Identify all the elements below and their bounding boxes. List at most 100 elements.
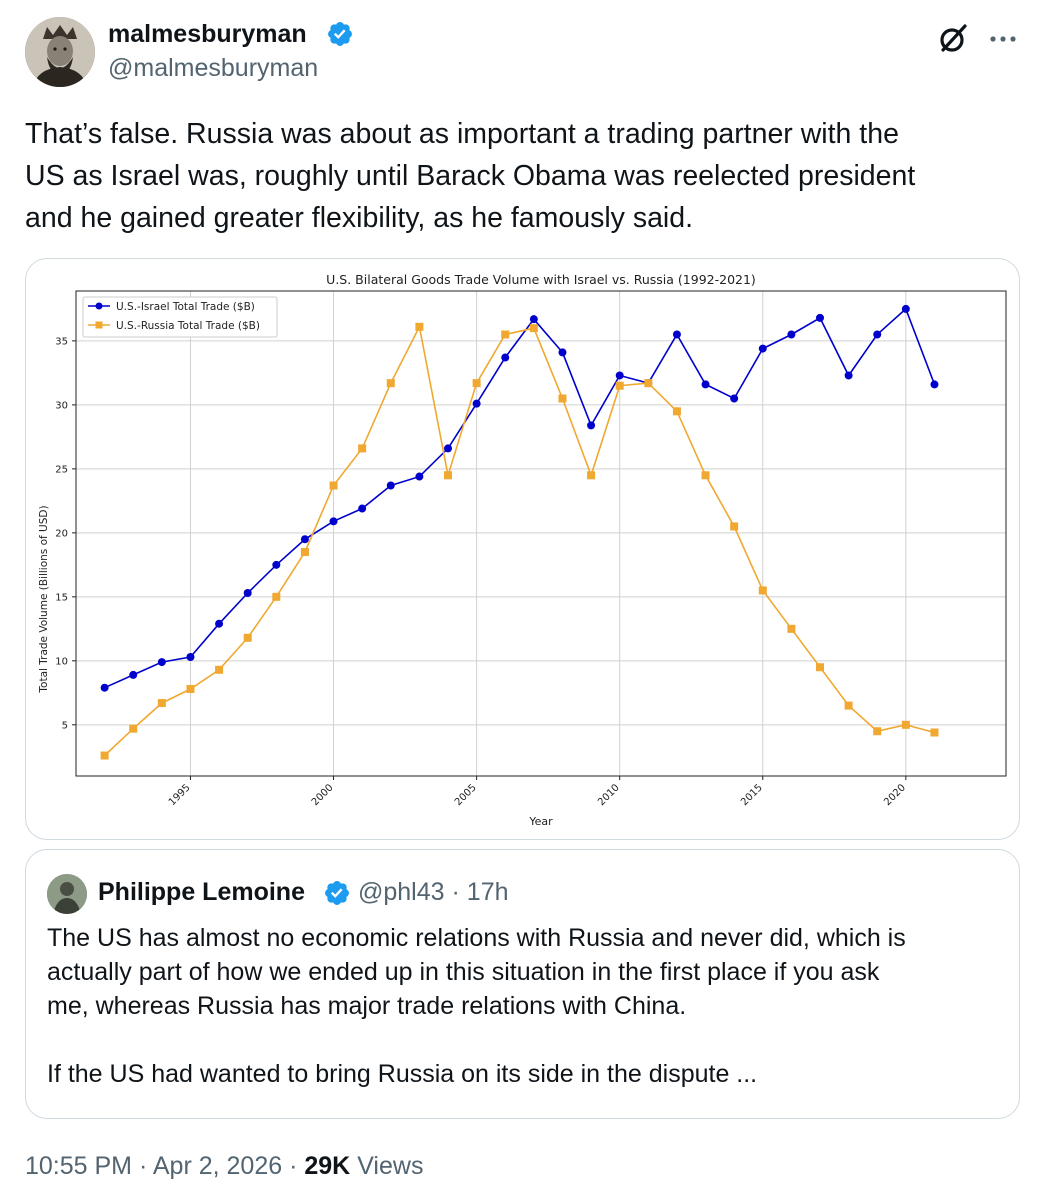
author-avatar[interactable] bbox=[25, 17, 95, 87]
y-tick-label: 25 bbox=[55, 464, 68, 475]
israel-data-point bbox=[873, 330, 882, 339]
israel-data-point bbox=[615, 371, 624, 380]
russia-data-point bbox=[186, 684, 195, 693]
views-label: Views bbox=[357, 1152, 424, 1180]
israel-data-point bbox=[444, 444, 452, 453]
russia-data-point bbox=[272, 592, 281, 601]
legend-israel-label: U.S.-Israel Total Trade ($B) bbox=[116, 301, 255, 313]
israel-data-point bbox=[386, 481, 395, 490]
post-date[interactable]: Apr 2, 2026 bbox=[152, 1152, 283, 1180]
russia-data-point bbox=[901, 720, 910, 729]
israel-data-point bbox=[730, 394, 739, 403]
russia-data-point bbox=[644, 379, 653, 388]
author-display-name[interactable]: malmesburyman bbox=[108, 20, 307, 48]
russia-data-point bbox=[701, 471, 710, 480]
chart-ticks: 5 10 15 20 25 30 35 1995 2000 2005 2010 2015 2020 bbox=[55, 336, 908, 808]
y-tick-label: 15 bbox=[55, 592, 68, 603]
israel-data-point bbox=[272, 560, 281, 569]
russia-data-point bbox=[129, 724, 138, 733]
chart-x-axis-label: Year bbox=[528, 815, 553, 828]
quoted-handle: @phl43 bbox=[358, 878, 445, 906]
russia-data-point bbox=[157, 699, 166, 708]
russia-data-point bbox=[787, 624, 796, 633]
trade-volume-chart: U.S. Bilateral Goods Trade Volume with I… bbox=[38, 272, 1007, 828]
legend-russia-marker bbox=[95, 321, 103, 329]
chart-legend: U.S.-Israel Total Trade ($B) U.S.-Russia… bbox=[82, 296, 278, 338]
x-tick-label: 2015 bbox=[739, 782, 765, 808]
israel-data-point bbox=[529, 315, 538, 324]
quoted-author-avatar bbox=[47, 874, 87, 914]
russia-data-point bbox=[587, 471, 596, 480]
quoted-author-name: Philippe Lemoine bbox=[98, 878, 305, 906]
more-options-icon[interactable] bbox=[986, 22, 1020, 56]
russia-data-point bbox=[873, 727, 882, 736]
russia-data-point bbox=[672, 407, 681, 416]
israel-data-point bbox=[672, 330, 681, 339]
israel-data-point bbox=[758, 344, 767, 353]
israel-data-point bbox=[329, 517, 338, 526]
israel-data-point bbox=[472, 399, 481, 408]
israel-data-point bbox=[186, 652, 195, 661]
tweet-text: That’s false. Russia was about as import… bbox=[25, 118, 916, 234]
russia-trade-line bbox=[104, 324, 935, 757]
russia-data-point bbox=[730, 522, 739, 531]
x-tick-label: 2005 bbox=[453, 782, 479, 808]
footer-separator-2: · bbox=[289, 1152, 298, 1180]
x-tick-label: 1995 bbox=[167, 782, 193, 808]
quoted-verified-badge-icon bbox=[325, 881, 349, 905]
views-count: 29K bbox=[304, 1152, 351, 1180]
russia-data-point bbox=[615, 381, 624, 390]
israel-data-point bbox=[701, 380, 710, 389]
israel-data-point bbox=[100, 683, 109, 692]
chart-image-card[interactable]: U.S. Bilateral Goods Trade Volume with I… bbox=[25, 258, 1020, 840]
israel-data-point bbox=[558, 348, 567, 357]
legend-russia-label: U.S.-Russia Total Trade ($B) bbox=[116, 320, 260, 332]
russia-data-point bbox=[758, 586, 767, 595]
quoted-tweet-card[interactable]: Philippe Lemoine @phl43 · 17h The US has… bbox=[25, 849, 1020, 1119]
russia-data-point bbox=[100, 751, 109, 760]
russia-data-point bbox=[329, 481, 338, 490]
russia-data-point bbox=[300, 548, 309, 557]
verified-badge-icon bbox=[328, 22, 352, 46]
chart-y-axis-label: Total Trade Volume (Billions of USD) bbox=[38, 505, 50, 693]
russia-data-point bbox=[444, 471, 452, 480]
israel-data-point bbox=[930, 380, 939, 389]
russia-data-point bbox=[358, 444, 367, 453]
grok-icon[interactable] bbox=[936, 22, 970, 56]
y-tick-label: 20 bbox=[55, 528, 68, 539]
author-handle[interactable]: @malmesburyman bbox=[108, 54, 319, 82]
y-tick-label: 10 bbox=[55, 656, 68, 667]
portrait-image bbox=[25, 17, 95, 87]
x-tick-label: 2010 bbox=[596, 782, 622, 808]
chart-series-layer bbox=[100, 304, 939, 760]
russia-data-point bbox=[930, 728, 939, 737]
legend-box bbox=[82, 296, 278, 338]
russia-data-point bbox=[386, 379, 395, 388]
russia-data-point bbox=[844, 701, 853, 710]
israel-data-point bbox=[844, 371, 853, 380]
legend-israel-marker bbox=[95, 302, 103, 310]
israel-data-point bbox=[901, 304, 910, 313]
israel-data-point bbox=[243, 589, 252, 598]
chart-grid bbox=[76, 291, 1006, 776]
israel-data-point bbox=[300, 535, 309, 544]
y-tick-label: 5 bbox=[62, 720, 68, 731]
russia-data-point bbox=[816, 663, 824, 672]
israel-data-point bbox=[787, 330, 796, 339]
footer-separator: · bbox=[138, 1152, 148, 1180]
tweet-footer: 10:55 PM · Apr 2, 2026 · 29K Views bbox=[25, 1150, 423, 1182]
israel-data-point bbox=[415, 472, 424, 481]
post-time[interactable]: 10:55 PM bbox=[25, 1152, 133, 1180]
chart-title: U.S. Bilateral Goods Trade Volume with I… bbox=[326, 272, 756, 287]
quoted-separator: · bbox=[451, 878, 460, 906]
russia-data-point bbox=[415, 322, 424, 331]
israel-data-point bbox=[157, 658, 166, 667]
russia-data-point bbox=[501, 330, 510, 339]
israel-trade-line bbox=[104, 307, 936, 689]
y-tick-label: 35 bbox=[55, 336, 68, 347]
quoted-tweet-text: The US has almost no economic relations … bbox=[47, 924, 906, 1088]
russia-data-point bbox=[558, 394, 567, 403]
israel-data-point bbox=[587, 421, 596, 430]
x-tick-label: 2020 bbox=[882, 782, 908, 808]
y-tick-label: 30 bbox=[55, 400, 68, 411]
